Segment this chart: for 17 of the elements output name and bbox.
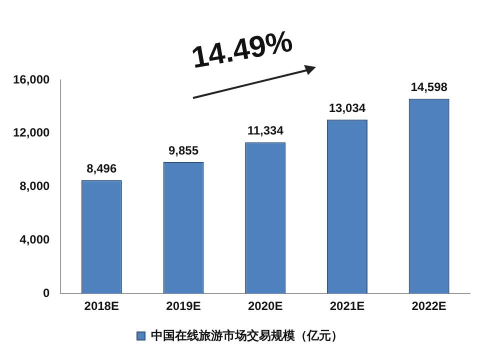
x-tick-label: 2019E [166, 299, 201, 314]
text: 13,034 [328, 100, 366, 115]
y-tick-label: 8,000 [20, 179, 50, 194]
text: 11,334 [247, 124, 284, 138]
legend-label: 中国在线旅游市场交易规模（亿元） [151, 328, 343, 342]
text: 14.49% [189, 24, 296, 76]
text: 8,496 [86, 161, 117, 176]
x-tick-label: 2018E [84, 299, 119, 314]
x-tick-label: 2020E [248, 299, 283, 314]
y-tick-label: 0 [43, 286, 50, 300]
y-tick-label: 12,000 [13, 126, 50, 140]
text: 9,855 [168, 143, 199, 158]
y-tick-label: 4,000 [20, 232, 50, 247]
x-tick-label: 2021E [330, 299, 365, 314]
y-tick-label: 16,000 [13, 72, 50, 86]
x-tick-label: 2022E [412, 299, 446, 314]
text: 14,598 [410, 80, 448, 94]
